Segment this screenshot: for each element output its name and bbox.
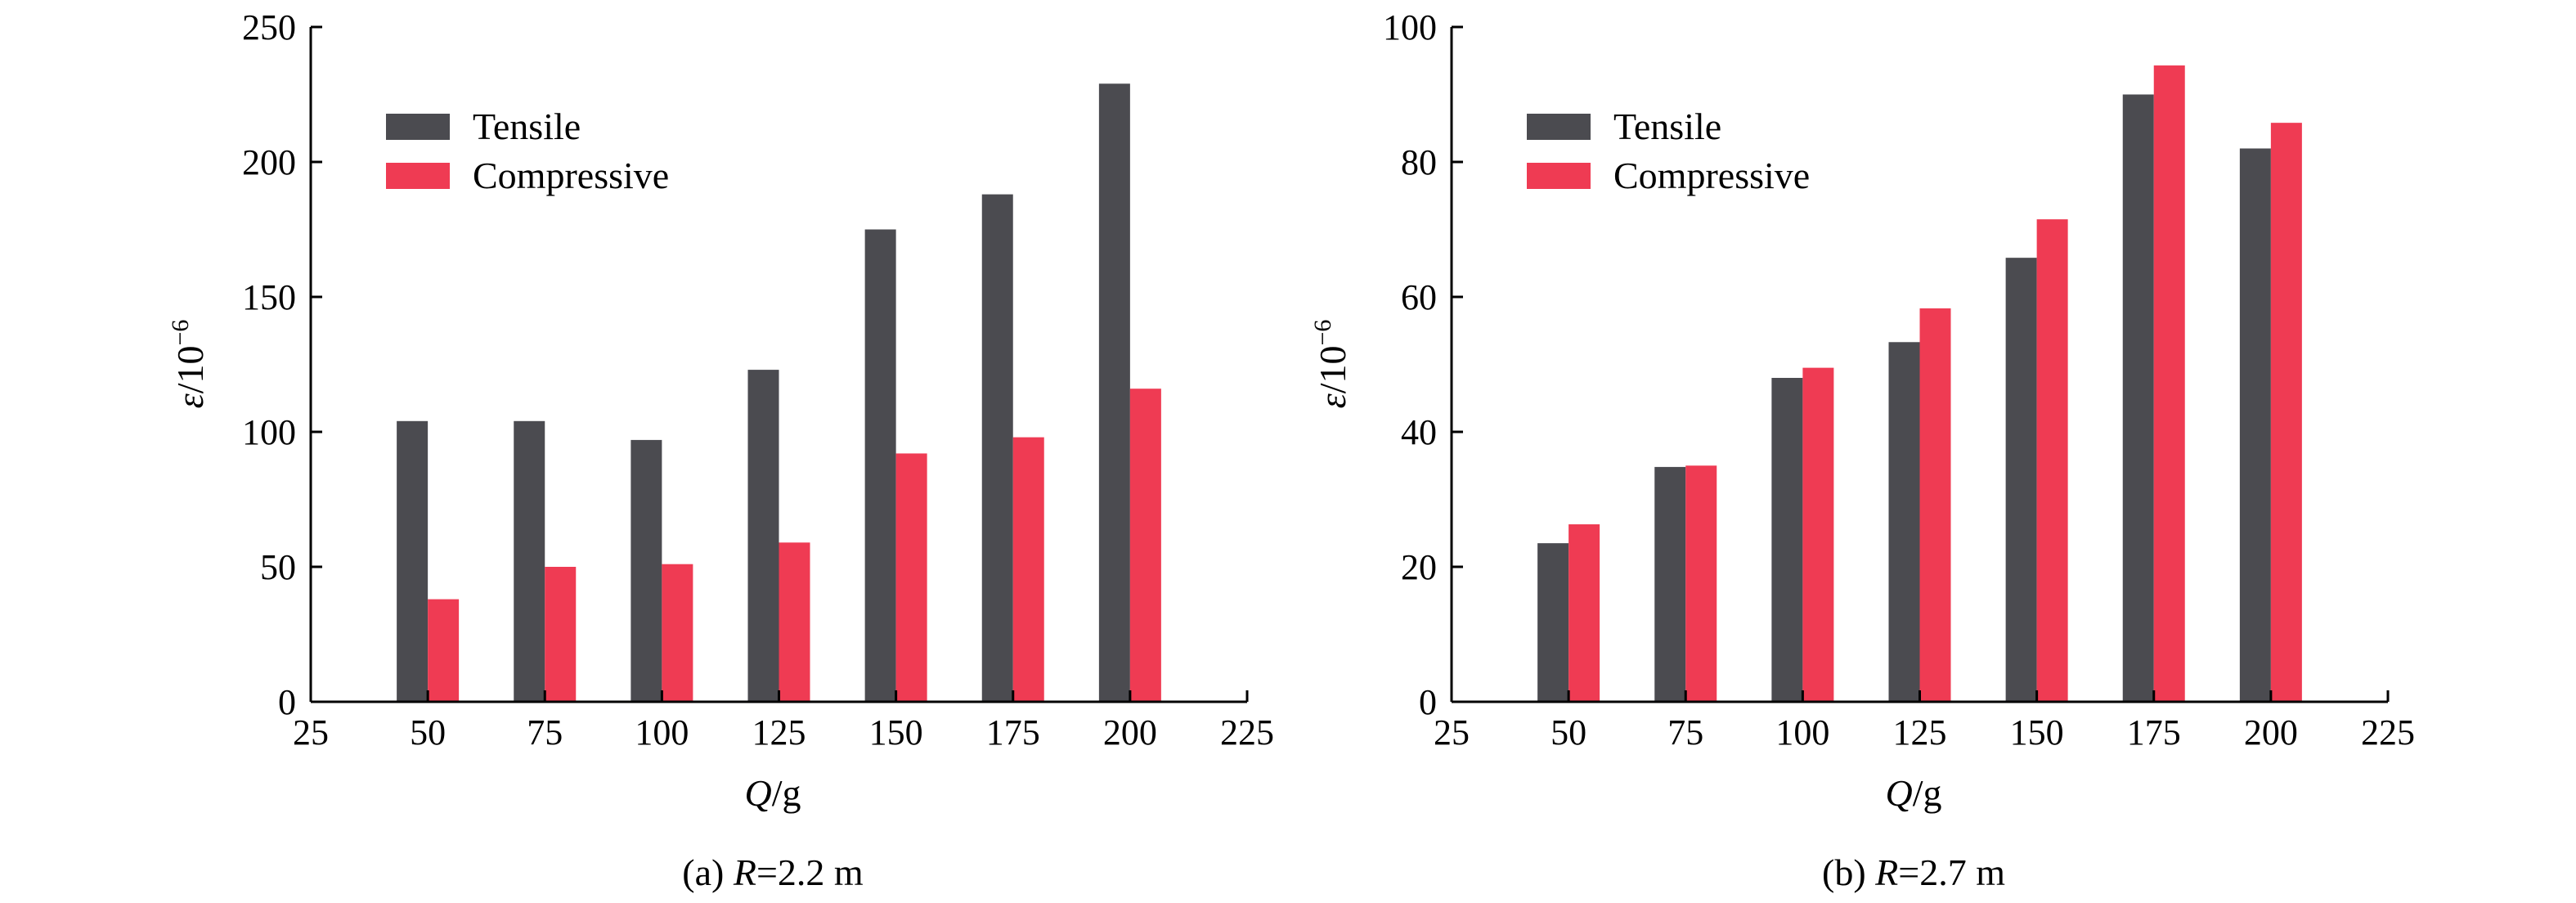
bar-compressive-200: [1129, 389, 1161, 702]
legend-label-tensile: Tensile: [1613, 106, 1721, 147]
panel-caption: (b) R=2.7 m: [1822, 851, 2005, 893]
x-tick-label: 200: [2244, 712, 2298, 752]
legend-swatch-tensile: [1527, 114, 1591, 140]
bar-tensile-150: [864, 229, 896, 702]
bar-compressive-100: [662, 564, 693, 702]
x-tick-label: 25: [1434, 712, 1470, 752]
bar-compressive-175: [1012, 437, 1044, 702]
x-tick-label: 225: [2361, 712, 2415, 752]
legend-swatch-tensile: [386, 114, 450, 140]
bar-compressive-200: [2270, 123, 2302, 702]
y-tick-label: 80: [1401, 142, 1437, 182]
y-tick-label: 20: [1401, 547, 1437, 587]
x-tick-label: 225: [1220, 712, 1274, 752]
bar-tensile-75: [514, 420, 545, 702]
y-tick-label: 150: [242, 277, 296, 317]
bar-tensile-175: [2122, 94, 2154, 702]
bar-compressive-75: [545, 567, 577, 702]
x-tick-label: 175: [2127, 712, 2181, 752]
y-tick-label: 250: [242, 7, 296, 47]
chart-panel-b: 0 20 40 60 80 100 25 50 75 100 125 150 175 200 225 Q/g ε…: [1309, 7, 2415, 893]
bar-tensile-100: [631, 439, 662, 702]
x-tick-label: 75: [1667, 712, 1703, 752]
legend: Tensile Compressive: [386, 106, 669, 196]
panel-caption: (a) R=2.2 m: [682, 851, 864, 893]
bar-tensile-125: [1888, 342, 1920, 702]
y-tick-label: 0: [1419, 682, 1437, 722]
bar-compressive-50: [1568, 524, 1600, 702]
bar-compressive-50: [428, 599, 460, 702]
y-tick-label: 100: [242, 412, 296, 452]
bar-compressive-175: [2153, 65, 2185, 702]
legend-label-compressive: Compressive: [473, 155, 669, 196]
bar-tensile-50: [1537, 543, 1569, 702]
bar-compressive-150: [2036, 219, 2068, 702]
bar-tensile-125: [747, 370, 779, 702]
y-tick-label: 0: [278, 682, 296, 722]
x-tick-label: 25: [293, 712, 329, 752]
bar-compressive-150: [895, 453, 927, 702]
x-axis-title: Q/g: [1885, 772, 1941, 814]
x-tick-label: 50: [1551, 712, 1586, 752]
bar-tensile-175: [981, 194, 1013, 703]
x-tick-label: 150: [2010, 712, 2064, 752]
bar-tensile-200: [2239, 148, 2271, 702]
legend-swatch-compressive: [1527, 163, 1591, 189]
y-axis-title: ε/10−6: [167, 320, 211, 409]
legend-label-compressive: Compressive: [1613, 155, 1810, 196]
y-tick-label: 60: [1401, 277, 1437, 317]
y-tick-label: 40: [1401, 412, 1437, 452]
chart-panel-a: 0 50 100 150 200 250 25 50 75 100 125 150 175 200 225 Q…: [167, 7, 1274, 893]
x-tick-label: 125: [1893, 712, 1947, 752]
legend: Tensile Compressive: [1527, 106, 1810, 196]
x-tick-label: 50: [410, 712, 446, 752]
x-tick-label: 125: [752, 712, 806, 752]
x-tick-label: 200: [1103, 712, 1157, 752]
bar-compressive-125: [779, 542, 810, 702]
bar-compressive-125: [1919, 308, 1951, 702]
bar-compressive-75: [1685, 465, 1717, 702]
bar-tensile-50: [397, 420, 429, 702]
x-tick-label: 175: [986, 712, 1040, 752]
legend-label-tensile: Tensile: [473, 106, 581, 147]
x-axis-title: Q/g: [744, 772, 801, 814]
bar-tensile-150: [2005, 258, 2037, 702]
y-tick-label: 50: [260, 547, 296, 587]
x-tick-label: 150: [869, 712, 923, 752]
x-tick-label: 100: [635, 712, 689, 752]
bar-tensile-75: [1654, 466, 1686, 702]
y-axis-title: ε/10−6: [1309, 320, 1353, 409]
x-tick-label: 100: [1775, 712, 1829, 752]
x-tick-label: 75: [527, 712, 563, 752]
bar-tensile-100: [1771, 378, 1803, 702]
y-tick-label: 100: [1383, 7, 1437, 47]
legend-swatch-compressive: [386, 163, 450, 189]
y-tick-label: 200: [242, 142, 296, 182]
bar-compressive-100: [1802, 367, 1834, 702]
bar-tensile-200: [1098, 83, 1130, 703]
